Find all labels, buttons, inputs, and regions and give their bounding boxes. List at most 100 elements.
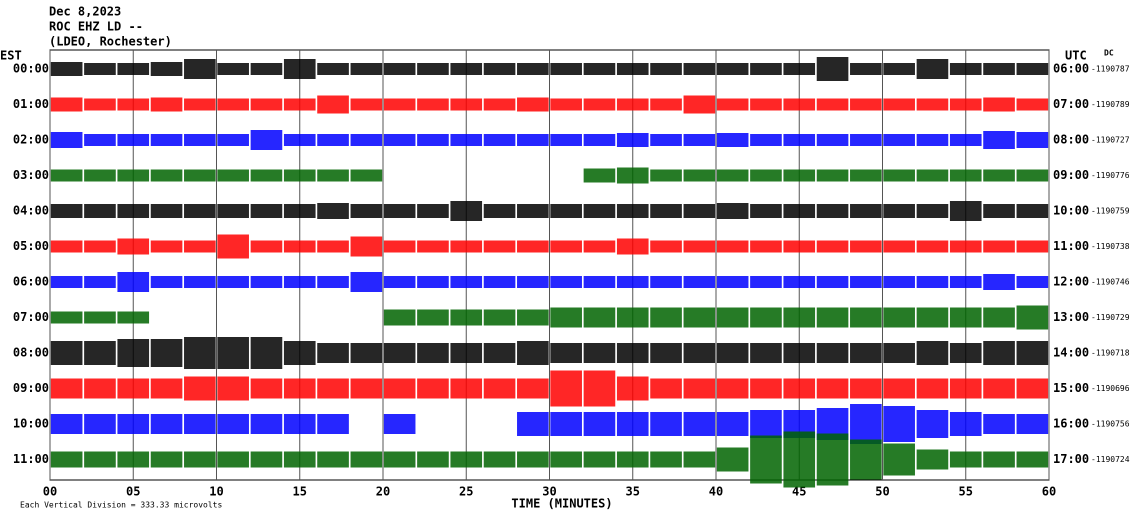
trace-segment (450, 343, 483, 363)
trace-segment (184, 451, 216, 468)
trace-segment (650, 378, 682, 399)
trace-segment (850, 439, 882, 480)
trace-segment (916, 98, 949, 111)
est-label: 00:00 (13, 62, 49, 76)
trace-segment (883, 307, 915, 328)
trace-segment (650, 134, 682, 146)
trace-segment (517, 451, 549, 468)
trace-segment (983, 63, 1015, 75)
trace-segment (550, 240, 582, 253)
trace-segment (750, 276, 782, 288)
dc-value: -1190724 (1091, 455, 1130, 464)
trace-segment (883, 378, 915, 399)
trace-segment (683, 451, 716, 468)
trace-segment (883, 406, 915, 442)
trace-segment (483, 240, 516, 253)
trace-segment (750, 240, 782, 253)
x-tick-label: 35 (626, 485, 640, 499)
trace-segment (883, 240, 915, 253)
trace-segment (84, 451, 116, 468)
trace-segment (716, 203, 749, 219)
trace-segment (916, 410, 949, 438)
dc-value: -1190756 (1091, 420, 1130, 429)
trace-segment (317, 378, 349, 399)
trace-segment (84, 311, 116, 324)
trace-segment (783, 431, 816, 488)
trace-segment (916, 204, 949, 218)
trace-segment (1016, 132, 1049, 148)
trace-segment (616, 98, 649, 111)
trace-segment (517, 341, 549, 365)
trace-segment (550, 412, 582, 436)
trace-segment (184, 337, 216, 369)
trace-segment (117, 378, 150, 399)
trace-segment (50, 341, 83, 365)
x-tick-label: 15 (293, 485, 307, 499)
x-tick-label: 25 (459, 485, 473, 499)
trace-segment (450, 378, 483, 399)
trace-segment (184, 376, 216, 401)
trace-segment (683, 378, 716, 399)
trace-segment (350, 378, 383, 399)
trace-segment (716, 276, 749, 288)
trace-segment (550, 204, 582, 218)
trace-segment (217, 376, 249, 401)
trace-segment (683, 307, 716, 328)
dc-value: -1190789 (1091, 100, 1130, 109)
est-label: 01:00 (13, 97, 49, 111)
trace-segment (317, 451, 349, 468)
trace-segment (483, 309, 516, 326)
trace-segment (816, 57, 849, 81)
trace-segment (750, 134, 782, 146)
trace-segment (317, 414, 349, 434)
trace-segment (150, 339, 183, 367)
trace-segment (84, 378, 116, 399)
trace-segment (117, 134, 150, 146)
trace-segment (683, 343, 716, 363)
utc-label: 10:00 (1053, 204, 1089, 218)
trace-segment (117, 169, 150, 182)
trace-segment (283, 98, 316, 111)
trace-segment (517, 204, 549, 218)
trace-segment (883, 98, 915, 111)
trace-segment (916, 169, 949, 182)
x-tick-label: 10 (209, 485, 223, 499)
trace-segment (783, 204, 816, 218)
trace-segment (883, 443, 915, 476)
trace-segment (450, 309, 483, 326)
trace-segment (417, 63, 449, 75)
trace-segment (450, 134, 483, 146)
utc-label: 15:00 (1053, 381, 1089, 395)
utc-label: 08:00 (1053, 133, 1089, 147)
trace-segment (783, 134, 816, 146)
trace-segment (550, 451, 582, 468)
trace-segment (716, 63, 749, 75)
trace-segment (350, 63, 383, 75)
trace-segment (383, 309, 416, 326)
trace-segment (816, 134, 849, 146)
trace-segment (84, 240, 116, 253)
trace-segment (883, 343, 915, 363)
trace-segment (783, 307, 816, 328)
trace-segment (150, 240, 183, 253)
trace-segment (816, 204, 849, 218)
trace-segment (84, 63, 116, 75)
trace-segment (750, 343, 782, 363)
est-label: 04:00 (13, 204, 49, 218)
trace-segment (50, 97, 83, 112)
trace-segment (850, 98, 882, 111)
trace-segment (217, 204, 249, 218)
trace-segment (317, 95, 349, 114)
trace-segment (283, 451, 316, 468)
trace-segment (616, 276, 649, 288)
trace-segment (783, 63, 816, 75)
trace-segment (483, 63, 516, 75)
trace-segment (850, 134, 882, 146)
trace-segment (350, 236, 383, 257)
trace-segment (949, 240, 982, 253)
trace-segment (50, 240, 83, 253)
trace-segment (983, 240, 1015, 253)
trace-segment (816, 240, 849, 253)
trace-segment (916, 341, 949, 365)
